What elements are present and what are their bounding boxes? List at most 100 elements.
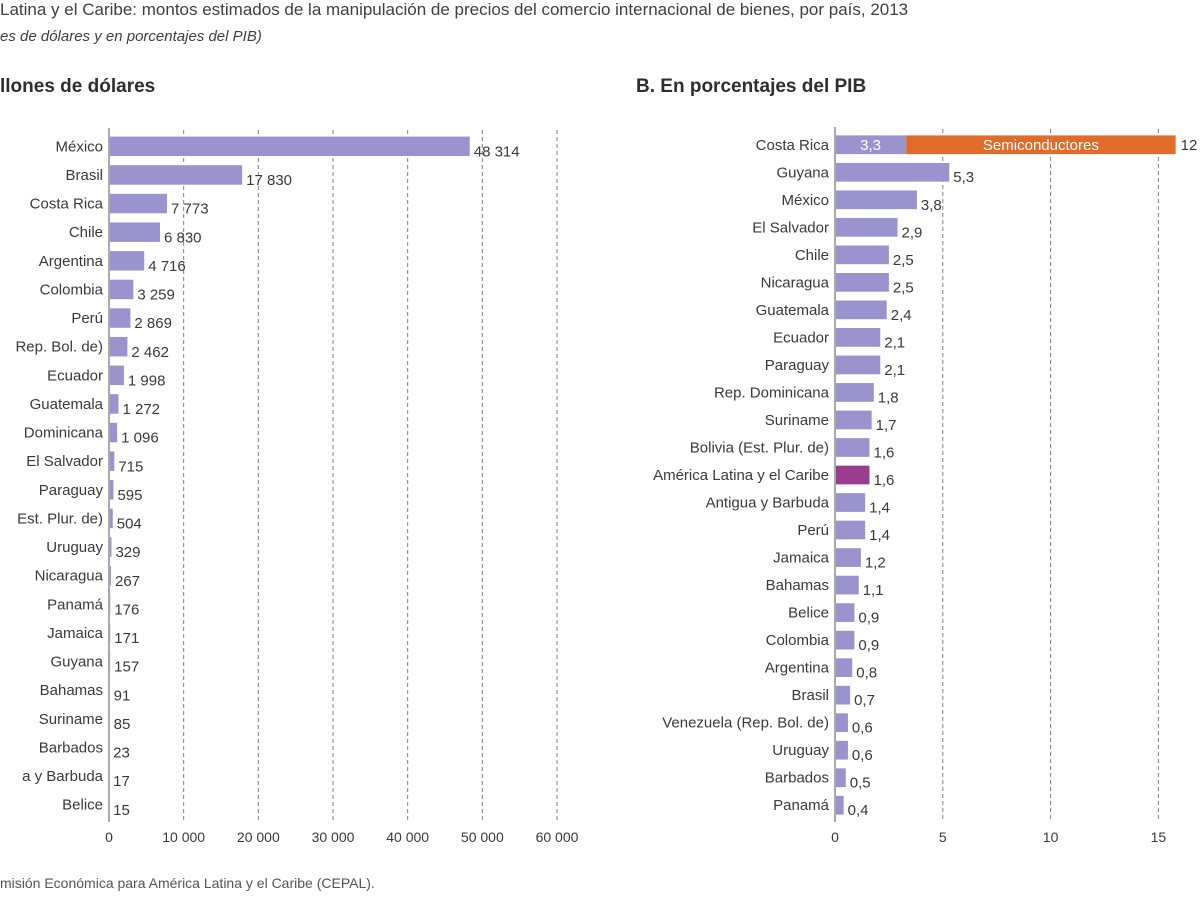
panel-a-data-label: 15 <box>113 802 130 819</box>
panel-b-data-label: 1,4 <box>869 499 890 516</box>
panel-a-data-label: 2 869 <box>134 315 172 332</box>
panel-b-category-label: Chile <box>795 247 829 264</box>
source-note: misión Económica para América Latina y e… <box>0 875 375 891</box>
panel-b-data-label: 1,6 <box>873 472 894 489</box>
panel-b-category-label: Perú <box>797 522 829 539</box>
panel-a-data-label: 595 <box>117 487 142 504</box>
panel-a-category-label: El Salvador <box>26 453 103 470</box>
panel-a-bar <box>110 136 470 157</box>
panel-b-bar <box>836 658 853 677</box>
panel-a-category-label: Guyana <box>50 654 103 671</box>
panel-b-category-label: Rep. Dominicana <box>714 384 830 401</box>
panel-b-category-label: Belice <box>788 605 829 622</box>
panel-a-data-label: 329 <box>115 544 140 561</box>
panel-b-data-label: 1,1 <box>863 582 884 599</box>
panel-b-bar <box>836 740 848 760</box>
panel-a-x-tick-label: 20 000 <box>237 829 280 845</box>
panel-a-category-label: Suriname <box>39 711 103 728</box>
panel-b-category-label: Barbados <box>765 770 829 787</box>
panel-a-bar <box>110 279 134 300</box>
panel-b-category-label: Guatemala <box>756 302 830 319</box>
panel-a-data-label: 48 314 <box>474 143 520 160</box>
panel-b-category-label: Jamaica <box>773 550 830 567</box>
panel-a-data-label: 1 096 <box>121 430 159 447</box>
panel-a-data-label: 4 716 <box>148 258 186 275</box>
panel-b-data-label: 0,4 <box>848 802 869 819</box>
panel-a-data-label: 1 272 <box>122 401 160 418</box>
panel-a-x-tick-label: 60 000 <box>536 829 579 845</box>
panel-a-data-label: 17 830 <box>246 172 292 189</box>
panel-a-bar <box>110 422 118 443</box>
panel-b-data-label: 2,9 <box>902 224 923 241</box>
panel-b-bar <box>836 630 855 650</box>
panel-b-category-label: Costa Rica <box>756 137 830 154</box>
panel-a-bar <box>110 508 113 529</box>
panel-b-category-label: Uruguay <box>772 742 829 759</box>
panel-a-bar <box>110 251 145 271</box>
panel-b-bar <box>836 162 950 182</box>
panel-a-data-label: 7 773 <box>171 201 209 218</box>
panel-b-data-label: 1,2 <box>865 555 886 572</box>
panel-a-category-label: Est. Plur. de) <box>17 510 103 527</box>
panel-b-bar <box>836 438 870 457</box>
panel-b-category-label: Colombia <box>766 632 830 649</box>
panel-b-category-label: América Latina y el Caribe <box>653 467 829 484</box>
panel-a-data-label: 504 <box>117 516 142 533</box>
panel-b-category-label: Guyana <box>776 164 829 181</box>
panel-a-category-label: Uruguay <box>46 539 103 556</box>
panel-a-category-label: Belice <box>62 797 103 814</box>
panel-a-category-label: Ecuador <box>47 367 103 384</box>
panel-b-title: B. En porcentajes del PIB <box>636 76 867 97</box>
panel-b-total-label: 12 <box>1181 137 1198 154</box>
panel-b-data-label: 2,4 <box>891 307 912 324</box>
panel-a-bar <box>110 480 114 500</box>
panel-b-data-label: 1,8 <box>878 389 899 406</box>
panel-b-bar <box>836 768 846 788</box>
panel-a-bar <box>110 222 160 242</box>
panel-a-data-label: 157 <box>114 659 139 676</box>
panel-b-data-label: 3,8 <box>921 197 942 214</box>
panel-b-bar <box>836 493 866 512</box>
panel-b-category-label: Nicaragua <box>761 274 830 291</box>
panel-a-category-label: Panamá <box>47 596 104 613</box>
panel-b-data-label: 0,7 <box>854 692 875 709</box>
panel-b-data-label: 1,4 <box>869 527 890 544</box>
panel-a-category-label: Perú <box>71 310 103 327</box>
panel-a-title: llones de dólares <box>0 76 156 97</box>
panel-a-bar <box>110 336 128 357</box>
panel-a-category-label: Jamaica <box>47 625 104 642</box>
panel-b-stacked-segment-bar <box>906 135 1176 155</box>
panel-a-category-label: Colombia <box>40 281 104 298</box>
panel-a-data-label: 1 998 <box>128 372 166 389</box>
panel-b-category-label: Suriname <box>765 412 829 429</box>
panel-a-data-label: 23 <box>113 745 130 762</box>
panel-b-category-label: Panamá <box>773 797 830 814</box>
panel-b-bar <box>836 273 889 292</box>
panel-a-bar <box>110 394 119 414</box>
panel-b-bar <box>836 685 851 705</box>
panel-a-category-label: Brasil <box>65 167 103 184</box>
panel-a-x-tick-label: 40 000 <box>386 829 429 845</box>
panel-b-data-label: 0,9 <box>858 637 879 654</box>
panel-b-data-label: 0,8 <box>856 665 877 682</box>
panel-a-bar <box>110 565 111 586</box>
panel-a-data-label: 2 462 <box>131 344 169 361</box>
panel-a-category-label: Paraguay <box>39 482 104 499</box>
panel-b-bar <box>836 355 881 375</box>
panel-b-category-label: Venezuela (Rep. Bol. de) <box>662 715 829 732</box>
panel-a-category-label: Chile <box>69 224 103 241</box>
panel-b-category-label: El Salvador <box>752 219 829 236</box>
panel-b-data-label: 0,6 <box>852 747 873 764</box>
panel-b-bar <box>836 713 848 733</box>
panel-b-data-label: 0,9 <box>858 610 879 627</box>
panel-b-category-label: México <box>781 192 829 209</box>
panel-b-bar <box>836 300 887 320</box>
panel-a-data-label: 17 <box>113 773 130 790</box>
panel-b-x-tick-label: 5 <box>939 829 947 845</box>
panel-a-x-tick-label: 30 000 <box>312 829 355 845</box>
panel-b-data-label: 2,5 <box>893 252 914 269</box>
panel-b-category-label: Ecuador <box>773 329 829 346</box>
panel-b-bar <box>836 410 872 430</box>
panel-b-category-label: Argentina <box>765 660 830 677</box>
